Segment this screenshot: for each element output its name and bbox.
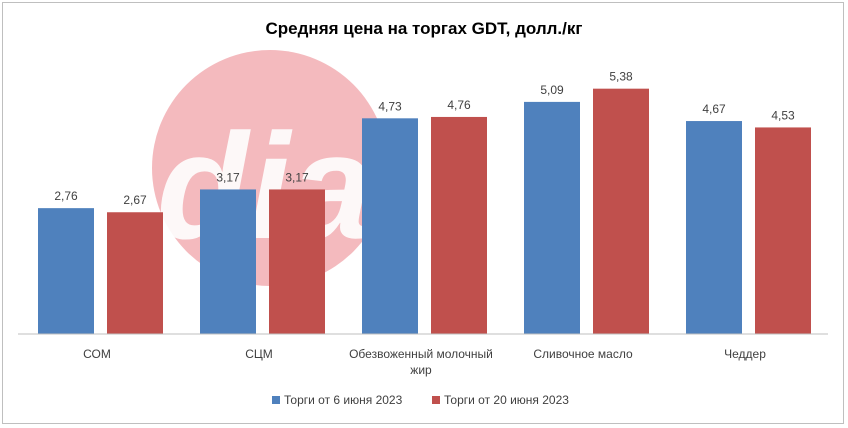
data-label-s1-c3: 4,73 — [378, 99, 402, 113]
data-label-s2-c4: 5,38 — [609, 70, 633, 84]
data-label-s2-c3: 4,76 — [447, 98, 471, 112]
bar-s2-c5 — [755, 127, 811, 334]
bar-s1-c5 — [686, 121, 742, 334]
category-label-3-line2: жир — [410, 363, 432, 377]
watermark-text: dia — [157, 102, 374, 270]
bar-s1-c2 — [200, 189, 256, 334]
bar-s1-c4 — [524, 101, 580, 334]
bar-s1-c3 — [362, 118, 418, 334]
data-label-s1-c1: 2,76 — [54, 189, 78, 203]
category-label-4: Сливочное масло — [533, 347, 633, 361]
chart-title: Средняя цена на торгах GDT, долл./кг — [266, 19, 583, 38]
bar-s2-c2 — [269, 189, 325, 334]
category-label-2: СЦМ — [245, 347, 273, 361]
bar-s1-c1 — [38, 208, 94, 334]
bar-s2-c3 — [431, 116, 487, 334]
bars-group: 2,76 2,67 3,17 3,17 4,73 4,76 5,09 5,38 4,67 4,53 — [38, 70, 811, 334]
category-label-5: Чеддер — [724, 347, 766, 361]
data-label-s2-c2: 3,17 — [285, 170, 309, 184]
bar-s2-c1 — [107, 212, 163, 334]
category-label-3-line1: Обезвоженный молочный — [349, 347, 493, 361]
data-label-s2-c1: 2,67 — [123, 193, 147, 207]
data-label-s1-c2: 3,17 — [216, 170, 240, 184]
category-label-1: СОМ — [83, 347, 111, 361]
data-label-s1-c4: 5,09 — [540, 83, 564, 97]
legend-label-2: Торги от 20 июня 2023 — [444, 393, 569, 407]
legend-label-1: Торги от 6 июня 2023 — [284, 393, 403, 407]
legend-swatch-1 — [272, 396, 280, 404]
category-labels: СОМ СЦМ Обезвоженный молочный жир Сливочное … — [83, 347, 766, 377]
data-label-s2-c5: 4,53 — [771, 108, 795, 122]
legend: Торги от 6 июня 2023 Торги от 20 июня 202… — [272, 393, 569, 407]
legend-swatch-2 — [432, 396, 440, 404]
data-label-s1-c5: 4,67 — [702, 102, 726, 116]
bar-s2-c4 — [593, 88, 649, 334]
